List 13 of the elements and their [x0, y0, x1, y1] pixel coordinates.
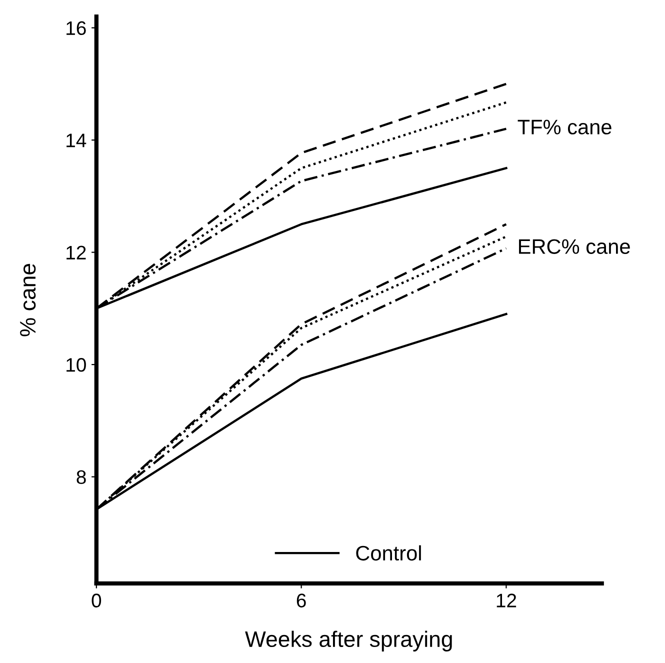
x-axis-title: Weeks after spraying: [245, 630, 452, 652]
y-tick-label: 8: [76, 470, 86, 484]
y-tick-label: 12: [66, 246, 86, 260]
annotation: TF% cane: [518, 120, 612, 134]
annotation: ERC% cane: [519, 239, 630, 254]
x-tick-label: 12: [496, 594, 516, 608]
x-tick-label: 6: [296, 594, 306, 608]
y-tick-label: 16: [66, 21, 86, 36]
x-tick-label: 0: [92, 594, 102, 608]
legend-label: Control: [356, 545, 421, 561]
y-tick-label: 14: [66, 134, 86, 148]
y-tick-label: 10: [66, 358, 86, 372]
y-axis-title: % cane: [20, 264, 36, 336]
